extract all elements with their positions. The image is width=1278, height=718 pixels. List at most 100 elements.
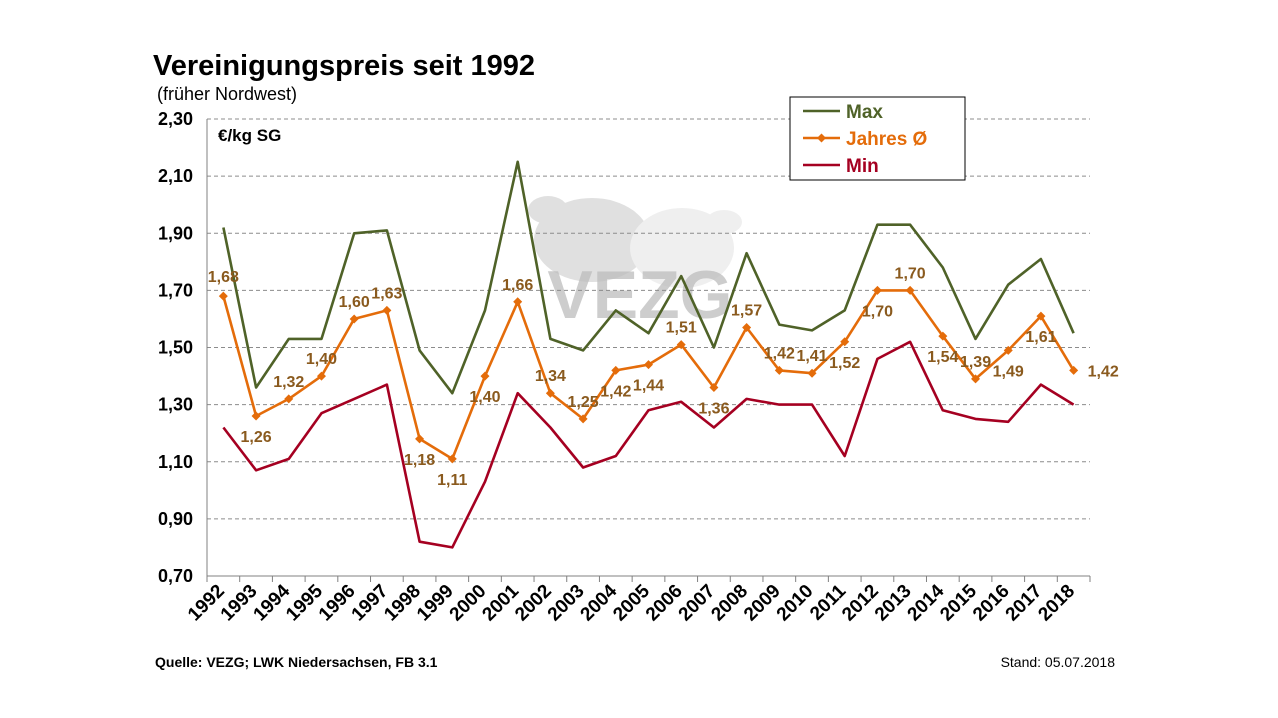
data-point xyxy=(316,371,326,381)
x-tick-label: 1997 xyxy=(348,581,393,626)
x-tick-label: 2016 xyxy=(969,581,1014,626)
x-tick-label: 2010 xyxy=(773,581,818,626)
data-point xyxy=(382,305,392,315)
x-tick-label: 2017 xyxy=(1002,581,1047,626)
x-tick-label: 2003 xyxy=(544,581,589,626)
watermark-text: VEZG xyxy=(547,257,732,333)
data-point xyxy=(709,382,719,392)
y-tick-label: 1,10 xyxy=(158,452,193,472)
data-label: 1,68 xyxy=(208,269,239,286)
data-label: 1,42 xyxy=(764,345,795,362)
x-tick-label: 2012 xyxy=(838,581,883,626)
data-point xyxy=(807,368,817,378)
data-point xyxy=(284,394,294,404)
data-label: 1,66 xyxy=(502,277,533,294)
legend-label: Max xyxy=(846,102,883,123)
y-axis-unit-label: €/kg SG xyxy=(218,126,281,145)
data-point xyxy=(938,331,948,341)
data-point xyxy=(1069,365,1079,375)
data-label: 1,44 xyxy=(633,378,664,395)
x-tick-label: 2014 xyxy=(904,580,949,625)
data-point xyxy=(578,414,588,424)
data-label: 1,57 xyxy=(731,303,762,320)
data-label: 1,39 xyxy=(960,354,991,371)
data-point xyxy=(742,323,752,333)
data-label: 1,42 xyxy=(600,383,631,400)
y-tick-label: 2,10 xyxy=(158,166,193,186)
x-tick-label: 2009 xyxy=(740,581,785,626)
y-tick-label: 1,50 xyxy=(158,338,193,358)
data-point xyxy=(644,360,653,370)
y-tick-label: 0,70 xyxy=(158,566,193,586)
chart-title: Vereinigungspreis seit 1992 xyxy=(153,50,535,82)
data-point xyxy=(447,454,457,464)
x-axis-ticks: 1992199319941995199619971998199920002001… xyxy=(184,580,1079,625)
x-tick-label: 2006 xyxy=(642,581,687,626)
x-tick-label: 2013 xyxy=(871,581,916,626)
data-label: 1,32 xyxy=(273,374,304,391)
x-tick-label: 1992 xyxy=(184,581,229,626)
data-label: 1,52 xyxy=(829,355,860,372)
axes xyxy=(206,119,1091,582)
series-line xyxy=(222,340,1075,549)
data-point xyxy=(251,411,261,421)
data-label: 1,70 xyxy=(862,303,893,320)
data-point xyxy=(971,374,981,384)
x-tick-label: 1993 xyxy=(217,581,262,626)
x-tick-label: 2007 xyxy=(675,581,720,626)
data-point xyxy=(415,434,425,444)
legend-label: Min xyxy=(846,156,879,177)
y-tick-label: 0,90 xyxy=(158,509,193,529)
date-note: Stand: 05.07.2018 xyxy=(1001,654,1116,670)
data-label: 1,42 xyxy=(1088,363,1119,380)
series-line xyxy=(222,160,1075,395)
x-tick-label: 1994 xyxy=(250,580,295,625)
legend-marker xyxy=(817,133,826,143)
y-tick-label: 2,30 xyxy=(158,109,193,129)
data-labels: 1,681,261,321,401,601,631,181,111,401,66… xyxy=(208,265,1119,489)
data-label: 1,36 xyxy=(698,400,729,417)
data-point xyxy=(905,285,915,295)
data-label: 1,63 xyxy=(371,285,402,302)
data-point xyxy=(840,337,850,347)
data-label: 1,18 xyxy=(404,452,435,469)
data-point xyxy=(545,388,555,398)
data-label: 1,54 xyxy=(927,349,958,366)
data-label: 1,34 xyxy=(535,368,566,385)
data-label: 1,41 xyxy=(796,348,827,365)
data-point xyxy=(480,371,490,381)
x-tick-label: 2011 xyxy=(806,580,850,624)
data-point xyxy=(611,365,621,375)
x-tick-label: 2000 xyxy=(446,581,491,626)
legend: Max Jahres Ø Min xyxy=(789,96,966,181)
data-label: 1,25 xyxy=(568,394,599,411)
x-tick-label: 1996 xyxy=(315,581,360,626)
data-label: 1,11 xyxy=(437,472,467,489)
data-point xyxy=(218,291,228,301)
series xyxy=(218,160,1079,549)
y-tick-label: 1,30 xyxy=(158,395,193,415)
data-label: 1,40 xyxy=(306,351,337,368)
x-tick-label: 2004 xyxy=(577,580,622,625)
x-tick-label: 2018 xyxy=(1034,581,1079,626)
x-tick-label: 1999 xyxy=(413,581,458,626)
data-label: 1,61 xyxy=(1025,329,1056,346)
data-label: 1,49 xyxy=(993,363,1024,380)
data-point xyxy=(774,365,784,375)
x-tick-label: 2001 xyxy=(478,580,523,625)
legend-label: Jahres Ø xyxy=(846,129,927,150)
y-tick-label: 1,90 xyxy=(158,223,193,243)
data-label: 1,40 xyxy=(469,389,500,406)
y-axis-ticks: 0,70 0,90 1,10 1,30 1,50 1,70 1,90 2,10 2,30 xyxy=(158,109,193,586)
x-tick-label: 2015 xyxy=(936,580,981,625)
x-tick-label: 2002 xyxy=(511,581,556,626)
y-tick-label: 1,70 xyxy=(158,280,193,300)
source-note: Quelle: VEZG; LWK Niedersachsen, FB 3.1 xyxy=(155,654,438,670)
data-point xyxy=(1036,311,1046,321)
x-tick-label: 2005 xyxy=(609,580,654,625)
data-point xyxy=(349,314,359,324)
chart-subtitle: (früher Nordwest) xyxy=(157,84,297,104)
data-label: 1,26 xyxy=(240,429,271,446)
